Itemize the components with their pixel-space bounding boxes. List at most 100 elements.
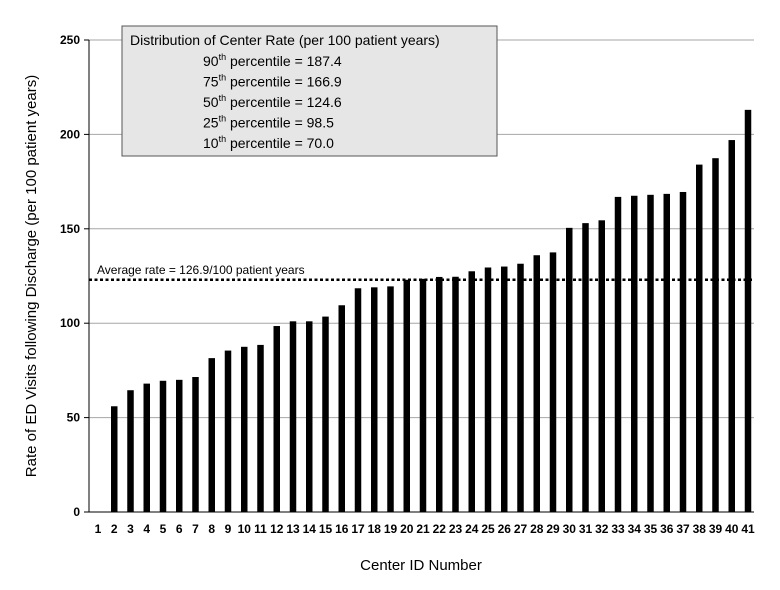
percentile-line: 90th percentile = 187.4 xyxy=(203,52,342,69)
x-axis-title: Center ID Number xyxy=(360,557,482,574)
bar xyxy=(371,287,378,512)
y-tick-label: 0 xyxy=(73,505,80,519)
x-tick-label: 8 xyxy=(208,522,215,536)
x-tick-label: 1 xyxy=(95,522,102,536)
percentile-value: percentile = 124.6 xyxy=(226,94,342,110)
x-tick-label: 16 xyxy=(335,522,349,536)
bar xyxy=(517,263,524,512)
x-tick-label: 32 xyxy=(595,522,609,536)
x-tick-label: 26 xyxy=(498,522,512,536)
x-tick-label: 39 xyxy=(709,522,723,536)
bar xyxy=(306,321,313,512)
bar xyxy=(728,140,735,512)
percentile-number: 75 xyxy=(203,74,219,90)
bar xyxy=(403,279,410,512)
x-tick-label: 12 xyxy=(270,522,284,536)
bar xyxy=(598,220,605,512)
percentile-line: 25th percentile = 98.5 xyxy=(203,114,334,131)
percentile-number: 90 xyxy=(203,53,219,69)
y-tick-label: 100 xyxy=(60,316,80,330)
x-tick-label: 23 xyxy=(449,522,463,536)
bar xyxy=(679,191,687,512)
y-tick-label: 50 xyxy=(67,411,81,425)
percentile-suffix: th xyxy=(219,73,227,83)
bar xyxy=(533,255,540,512)
y-tick-label: 200 xyxy=(60,127,80,141)
x-tick-label: 6 xyxy=(176,522,183,536)
x-tick-label: 29 xyxy=(546,522,560,536)
x-tick-label: 3 xyxy=(127,522,134,536)
x-tick-label: 14 xyxy=(303,522,317,536)
x-tick-label: 18 xyxy=(368,522,382,536)
bar xyxy=(744,109,752,512)
bar xyxy=(338,305,345,512)
bar xyxy=(224,350,232,512)
percentile-suffix: th xyxy=(219,134,227,144)
bar xyxy=(419,278,427,512)
x-tick-label: 41 xyxy=(741,522,755,536)
bar xyxy=(257,344,264,512)
percentile-suffix: th xyxy=(219,93,227,103)
x-tick-label: 40 xyxy=(725,522,739,536)
distribution-box: Distribution of Center Rate (per 100 pat… xyxy=(121,25,498,157)
x-tick-label: 35 xyxy=(644,522,658,536)
bar xyxy=(663,193,670,512)
bar xyxy=(549,252,557,512)
bar xyxy=(192,377,199,512)
distribution-box-title: Distribution of Center Rate (per 100 pat… xyxy=(130,32,440,48)
bar xyxy=(127,390,134,512)
x-tick-label: 11 xyxy=(254,522,267,536)
x-tick-label: 20 xyxy=(400,522,414,536)
bar xyxy=(273,326,280,512)
percentile-suffix: th xyxy=(219,52,227,62)
x-tick-label: 28 xyxy=(530,522,544,536)
percentile-number: 10 xyxy=(203,135,219,151)
x-axis-ticks: 1 2 3 4 5 6 7 8 9 10 11 12 13 14 15 16 17 18 19 20 21 22 23 24 2… xyxy=(95,522,755,536)
bar xyxy=(208,358,215,512)
bar xyxy=(354,288,362,512)
percentile-line: 10th percentile = 70.0 xyxy=(203,134,334,151)
bar xyxy=(436,276,443,512)
y-tick-label: 250 xyxy=(60,33,80,47)
x-tick-label: 9 xyxy=(225,522,232,536)
bar xyxy=(111,406,118,512)
percentile-suffix: th xyxy=(219,114,227,124)
average-rate-label: Average rate = 126.9/100 patient years xyxy=(97,263,305,277)
bar xyxy=(176,379,183,512)
bar xyxy=(647,194,654,513)
x-tick-label: 30 xyxy=(563,522,577,536)
bar xyxy=(712,158,719,513)
x-tick-label: 27 xyxy=(514,522,528,536)
y-axis-title: Rate of ED Visits following Discharge (p… xyxy=(23,75,40,477)
percentile-value: percentile = 187.4 xyxy=(226,53,342,69)
x-tick-label: 31 xyxy=(579,522,593,536)
percentile-value: percentile = 166.9 xyxy=(226,74,342,90)
percentile-line: 75th percentile = 166.9 xyxy=(203,73,342,90)
bar xyxy=(468,271,475,512)
x-tick-label: 25 xyxy=(481,522,495,536)
x-tick-label: 5 xyxy=(160,522,167,536)
bar xyxy=(631,195,638,512)
x-tick-label: 33 xyxy=(611,522,625,536)
x-tick-label: 19 xyxy=(384,522,398,536)
x-tick-label: 22 xyxy=(433,522,447,536)
y-tick-label: 150 xyxy=(60,222,80,236)
bar xyxy=(582,223,589,513)
bar xyxy=(614,196,622,512)
x-tick-label: 34 xyxy=(628,522,642,536)
x-tick-label: 10 xyxy=(238,522,252,536)
x-tick-label: 15 xyxy=(319,522,333,536)
x-tick-label: 38 xyxy=(693,522,707,536)
bar xyxy=(289,321,297,512)
x-tick-label: 7 xyxy=(192,522,199,536)
bar xyxy=(241,346,248,512)
bars xyxy=(111,109,752,513)
bar xyxy=(387,286,394,512)
x-tick-label: 13 xyxy=(286,522,300,536)
x-tick-label: 17 xyxy=(351,522,365,536)
percentile-number: 25 xyxy=(203,115,219,131)
percentile-value: percentile = 98.5 xyxy=(226,115,334,131)
bar xyxy=(484,267,492,512)
